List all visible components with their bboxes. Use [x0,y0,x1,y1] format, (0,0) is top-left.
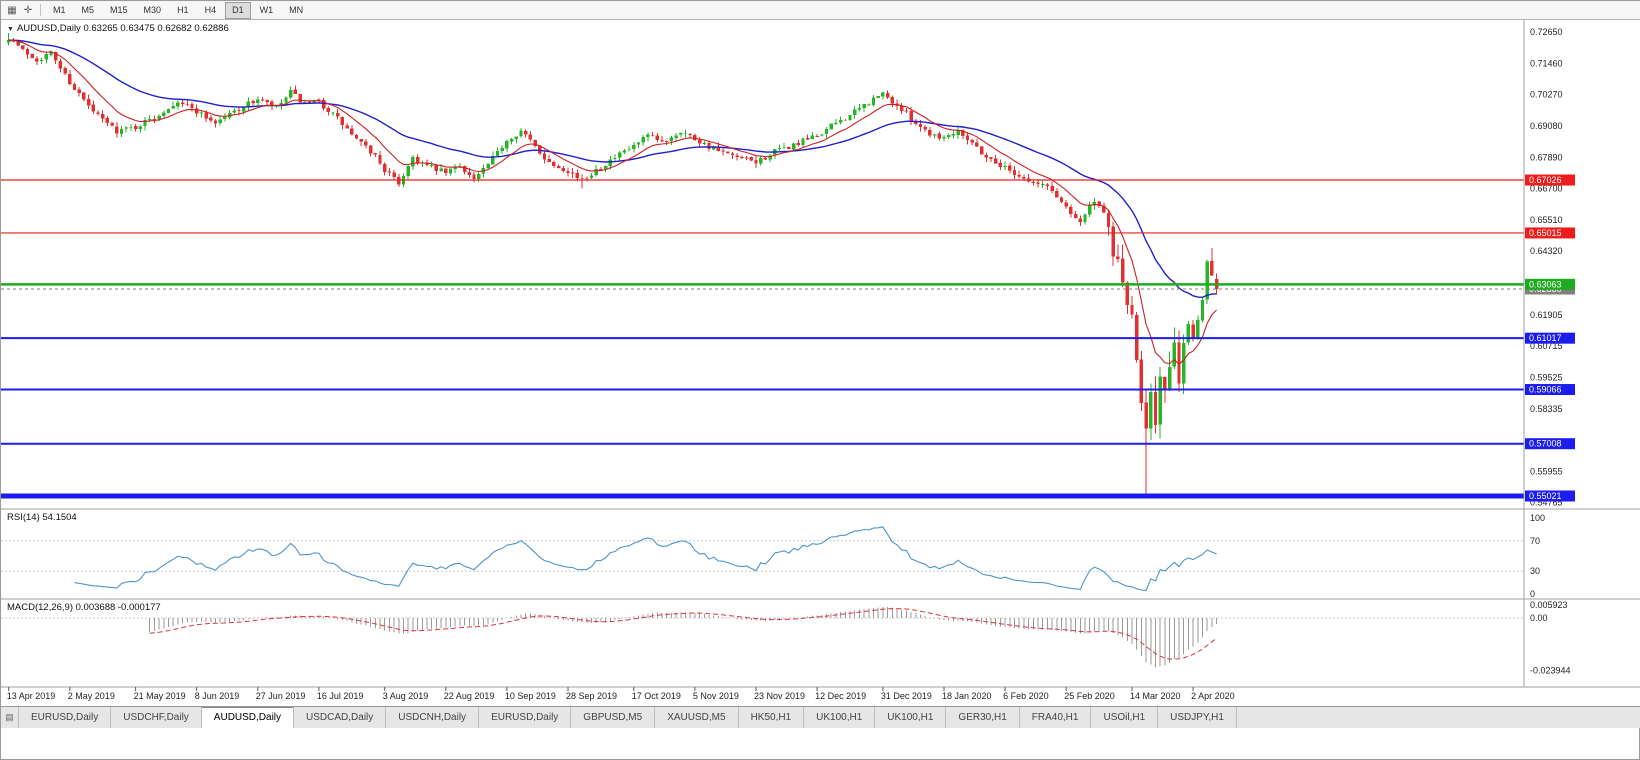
svg-text:8 Jun 2019: 8 Jun 2019 [195,691,240,701]
chart-tab-EURUSD-Daily[interactable]: EURUSD,Daily [19,707,112,728]
svg-text:0.72650: 0.72650 [1530,27,1563,37]
svg-text:0.59066: 0.59066 [1529,385,1562,395]
svg-text:70: 70 [1530,536,1540,546]
timeframe-button-W1[interactable]: W1 [259,4,274,15]
charts-bar-icon[interactable]: ▦ [7,4,17,16]
svg-text:27 Jun 2019: 27 Jun 2019 [256,691,306,701]
svg-text:17 Oct 2019: 17 Oct 2019 [632,691,681,701]
svg-text:0.54765: 0.54765 [1530,498,1563,508]
svg-text:5 Nov 2019: 5 Nov 2019 [693,691,739,701]
timeframe-button-H1[interactable]: H1 [177,4,189,15]
svg-text:0.71460: 0.71460 [1530,58,1563,68]
svg-text:0.65510: 0.65510 [1530,215,1563,225]
svg-text:16 Jul 2019: 16 Jul 2019 [317,691,364,701]
svg-text:0.66700: 0.66700 [1530,184,1563,194]
svg-text:0.69080: 0.69080 [1530,121,1563,131]
price-tag-0.63063 [1525,278,1575,290]
timeframe-button-MN[interactable]: MN [289,4,304,15]
chart-tab-USDCAD-Daily[interactable]: USDCAD,Daily [294,707,387,728]
chart-tab-FRA40-H1[interactable]: FRA40,H1 [1020,707,1092,728]
svg-text:0.67026: 0.67026 [1529,175,1562,185]
price-tag-0.65015 [1525,227,1575,239]
svg-text:22 Aug 2019: 22 Aug 2019 [444,691,495,701]
moving-average-34 [8,39,1217,299]
moving-average-10 [8,39,1217,365]
svg-text:10 Sep 2019: 10 Sep 2019 [505,691,556,701]
chart-tab-XAUUSD-M5[interactable]: XAUUSD,M5 [655,707,739,728]
price-tag-0.55021 [1525,490,1575,502]
svg-text:0.65015: 0.65015 [1529,228,1562,238]
svg-text:0.58335: 0.58335 [1530,404,1563,414]
macd-histogram [149,607,1218,668]
price-tag-0.59066 [1525,384,1575,396]
chart-canvas[interactable]: 0.72650 0.71460 0.70270 0.69080 0.67890 0.667… [1,20,1640,706]
chart-tab-GER30-H1[interactable]: GER30,H1 [946,707,1020,728]
svg-text:0.55021: 0.55021 [1529,491,1562,501]
svg-text:14 Mar 2020: 14 Mar 2020 [1130,691,1181,701]
price-tag-0.57008 [1525,438,1575,450]
svg-text:28 Sep 2019: 28 Sep 2019 [566,691,617,701]
chart-tab-HK50-H1[interactable]: HK50,H1 [739,707,805,728]
svg-text:6 Feb 2020: 6 Feb 2020 [1003,691,1049,701]
svg-text:0.55955: 0.55955 [1530,466,1563,476]
chart-tab-USDCNH-Daily[interactable]: USDCNH,Daily [386,707,480,728]
top-toolbar: ▦ ✛ M1 M5 M15 M30 H1 H4 D1 W1 MN [1,1,1640,20]
timeframe-button-H4[interactable]: H4 [204,4,217,15]
chart-tab-bar: ▤ EURUSD,Daily USDCHF,Daily AUDUSD,Daily US… [1,706,1640,728]
svg-text:0.60715: 0.60715 [1530,341,1563,351]
svg-text:21 May 2019: 21 May 2019 [134,691,186,701]
tab-list-icon[interactable]: ▤ [1,707,19,728]
price-tag-0.61017 [1525,332,1575,344]
chart-tab-EURUSD-Daily[interactable]: EURUSD,Daily [479,707,572,728]
chart-tab-USOil-H1[interactable]: USOil,H1 [1091,707,1159,728]
svg-text:0.70270: 0.70270 [1530,90,1563,100]
rsi-line [74,526,1217,592]
svg-text:13 Apr 2019: 13 Apr 2019 [7,691,56,701]
timeframe-button-M1[interactable]: M1 [53,4,66,15]
svg-text:25 Feb 2020: 25 Feb 2020 [1064,691,1115,701]
crosshair-icon[interactable]: ✛ [23,4,33,16]
chart-area[interactable]: 0.72650 0.71460 0.70270 0.69080 0.67890 0.667… [1,20,1640,706]
toolbar-separator [40,4,41,16]
svg-text:3 Aug 2019: 3 Aug 2019 [383,691,429,701]
svg-text:0: 0 [1530,589,1535,599]
svg-text:0.61017: 0.61017 [1529,333,1562,343]
svg-text:0.64320: 0.64320 [1530,246,1563,256]
svg-text:18 Jan 2020: 18 Jan 2020 [942,691,992,701]
svg-text:100: 100 [1530,513,1545,523]
chart-tab-UK100-H1[interactable]: UK100,H1 [875,707,947,728]
svg-text:2 Apr 2020: 2 Apr 2020 [1191,691,1235,701]
svg-text:0.005923: 0.005923 [1530,600,1568,610]
svg-text:0.61905: 0.61905 [1530,310,1563,320]
timeframe-button-M30[interactable]: M30 [143,4,162,15]
svg-text:30: 30 [1530,566,1540,576]
candlesticks [7,32,1219,494]
chart-tab-UK100-H1[interactable]: UK100,H1 [804,707,876,728]
svg-text:0.57008: 0.57008 [1529,439,1562,449]
svg-text:0.67890: 0.67890 [1530,152,1563,162]
chart-tab-USDJPY-H1[interactable]: USDJPY,H1 [1158,707,1237,728]
date-axis: 13 Apr 2019 2 May 2019 21 May 2019 8 Jun 20… [7,687,1235,701]
svg-text:12 Dec 2019: 12 Dec 2019 [815,691,866,701]
svg-text:31 Dec 2019: 31 Dec 2019 [881,691,932,701]
svg-text:0.59525: 0.59525 [1530,372,1563,382]
chart-tab-GBPUSD-M5[interactable]: GBPUSD,M5 [571,707,656,728]
svg-text:0.63063: 0.63063 [1529,279,1562,289]
price-axis-labels: 0.72650 0.71460 0.70270 0.69080 0.67890 0.667… [1530,27,1563,508]
svg-text:0.00: 0.00 [1530,613,1548,623]
price-tag-0.67026 [1525,174,1575,186]
chart-tab-USDCHF-Daily[interactable]: USDCHF,Daily [111,707,202,728]
timeframe-button-M5[interactable]: M5 [81,4,95,15]
svg-text:-0.023944: -0.023944 [1530,666,1571,676]
macd-signal-line [149,608,1217,660]
svg-text:2 May 2019: 2 May 2019 [68,691,115,701]
timeframe-button-D1[interactable]: D1 [225,1,251,19]
timeframe-button-M15[interactable]: M15 [110,4,128,15]
svg-text:23 Nov 2019: 23 Nov 2019 [754,691,805,701]
timeframe-buttons: M1 M5 M15 M30 H1 H4 D1 W1 MN [45,1,311,19]
chart-tab-AUDUSD-Daily[interactable]: AUDUSD,Daily [201,707,295,728]
